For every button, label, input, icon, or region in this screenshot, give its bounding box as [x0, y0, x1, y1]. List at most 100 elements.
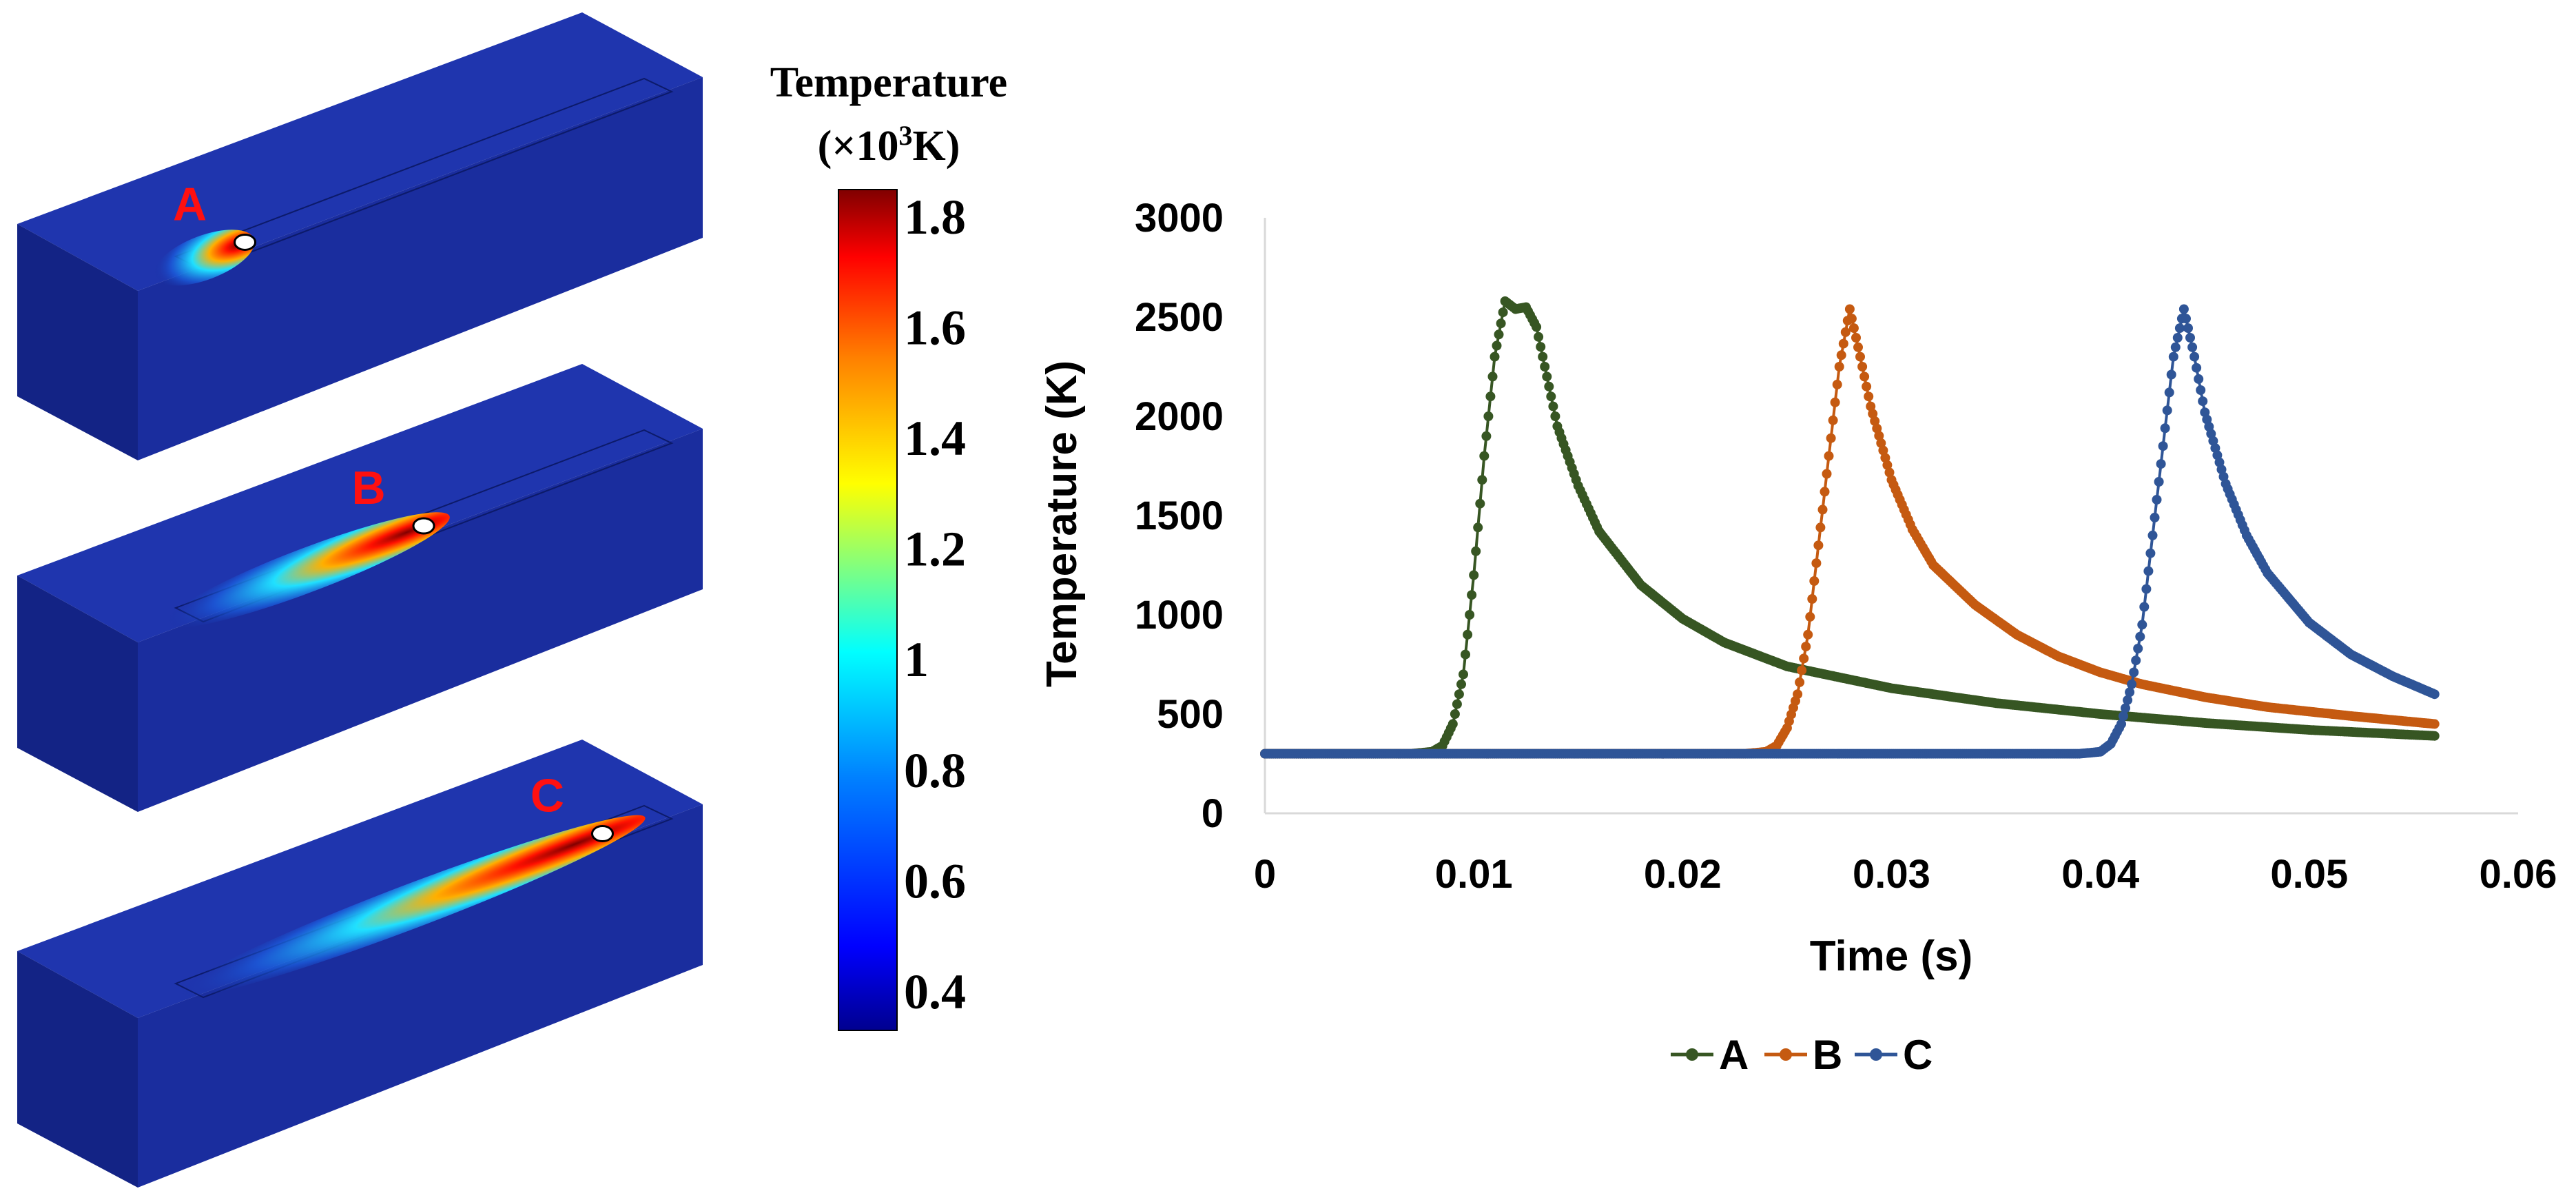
data-point	[2192, 363, 2202, 373]
data-point	[1459, 669, 1468, 680]
data-point	[1846, 314, 1857, 324]
data-point	[1546, 391, 1556, 402]
y-tick-label: 1000	[1135, 593, 1224, 638]
legend-label: A	[1719, 1032, 1749, 1078]
data-point	[1822, 469, 1832, 479]
x-tick-label: 0.05	[2270, 852, 2348, 897]
data-point	[1859, 371, 1870, 382]
data-point	[2123, 695, 2133, 705]
data-point	[1874, 431, 1884, 441]
series-a	[1260, 296, 2440, 759]
data-point	[1872, 423, 1882, 434]
colorbar-tick-label: 0.6	[904, 853, 966, 908]
data-point	[1828, 415, 1838, 425]
data-point	[1538, 352, 1548, 362]
data-point	[1815, 522, 1826, 533]
data-point	[1853, 342, 1863, 352]
block-label: A	[173, 178, 207, 230]
x-tick-label: 0.02	[1644, 852, 1722, 897]
data-point	[2152, 495, 2162, 505]
data-point	[2198, 396, 2208, 407]
colorbar-title-line2: (×103K)	[818, 120, 960, 170]
data-point	[2170, 342, 2181, 352]
colorbar-ticks: 0.4 0.6 0.8 1 1.2 1.4 1.6 1.8	[904, 190, 966, 1019]
heat-trail	[154, 230, 255, 286]
data-point	[1469, 570, 1479, 580]
data-point	[1479, 451, 1490, 461]
data-point	[1454, 689, 1464, 700]
data-point	[1878, 445, 1888, 456]
data-point	[1855, 352, 1865, 362]
data-point	[1805, 611, 1815, 622]
simulation-blocks: A B C	[17, 12, 703, 1188]
data-point	[1862, 381, 1872, 391]
legend-item-b: B	[1764, 1032, 1842, 1078]
colorbar-gradient	[838, 189, 898, 1031]
data-point	[1807, 594, 1817, 604]
laser-spot	[234, 233, 257, 251]
series-c	[1260, 304, 2440, 759]
legend-marker	[1870, 1048, 1882, 1061]
data-point	[1803, 629, 1813, 640]
colorbar-tick-label: 0.4	[904, 964, 966, 1019]
data-point	[1485, 391, 1496, 402]
data-point	[1540, 362, 1550, 371]
y-axis-label: Temperature (K)	[1038, 360, 1086, 687]
data-point	[2141, 584, 2152, 594]
data-point	[1532, 322, 1542, 332]
legend-item-c: C	[1855, 1032, 1933, 1078]
data-point	[1797, 665, 1807, 675]
colorbar-tick-label: 1.6	[904, 301, 966, 356]
block-top-face	[17, 12, 703, 291]
x-tick-label: 0.06	[2480, 852, 2557, 897]
data-point	[1534, 332, 1544, 342]
data-point	[2139, 602, 2150, 612]
series-b	[1260, 304, 2440, 759]
data-point	[1490, 352, 1500, 362]
data-point	[1548, 401, 1558, 411]
data-point	[2150, 512, 2160, 522]
laser-spot	[590, 825, 614, 843]
colorbar-title-line1: Temperature	[770, 59, 1007, 106]
block-front-face	[17, 951, 138, 1188]
data-point	[2429, 689, 2440, 700]
data-point	[1477, 475, 1487, 485]
data-point	[2172, 333, 2183, 343]
data-point	[1840, 327, 1851, 337]
y-tick-label: 500	[1157, 692, 1224, 737]
block-front-face	[17, 224, 138, 460]
data-point	[1793, 689, 1803, 700]
y-tick-label: 0	[1202, 791, 1224, 836]
data-point	[1830, 397, 1840, 407]
data-point	[1467, 590, 1477, 600]
x-tick-label: 0.01	[1435, 852, 1513, 897]
y-tick-label: 3000	[1135, 196, 1224, 241]
data-point	[1542, 371, 1552, 382]
line-chart: 0 500 1000 1500 2000 2500 3000 0 0.01 0.02 0.03 0.0…	[1038, 196, 2557, 1078]
block-label: B	[351, 462, 385, 514]
legend-marker	[1780, 1048, 1792, 1061]
data-point	[1473, 522, 1483, 533]
data-point	[1463, 629, 1473, 640]
data-point	[1487, 371, 1498, 382]
chart-legend: A B C	[1671, 1032, 1933, 1078]
data-point	[2158, 441, 2168, 451]
data-point	[2183, 323, 2193, 334]
data-point	[2196, 385, 2206, 395]
data-point	[1494, 329, 1504, 340]
data-point	[1496, 318, 1506, 329]
data-point	[2162, 405, 2172, 416]
data-point	[1550, 411, 1560, 421]
data-point	[2168, 352, 2178, 362]
data-point	[1471, 546, 1481, 556]
block-top-face	[17, 364, 703, 642]
data-point	[1880, 453, 1890, 463]
chart-series	[1260, 296, 2440, 759]
data-point	[2145, 548, 2156, 558]
series-line	[1265, 309, 2435, 755]
data-point	[1498, 307, 1508, 318]
x-tick-label: 0.04	[2061, 852, 2139, 897]
block-c: C	[17, 740, 703, 1188]
data-point	[2133, 644, 2143, 653]
data-point	[2189, 352, 2200, 362]
